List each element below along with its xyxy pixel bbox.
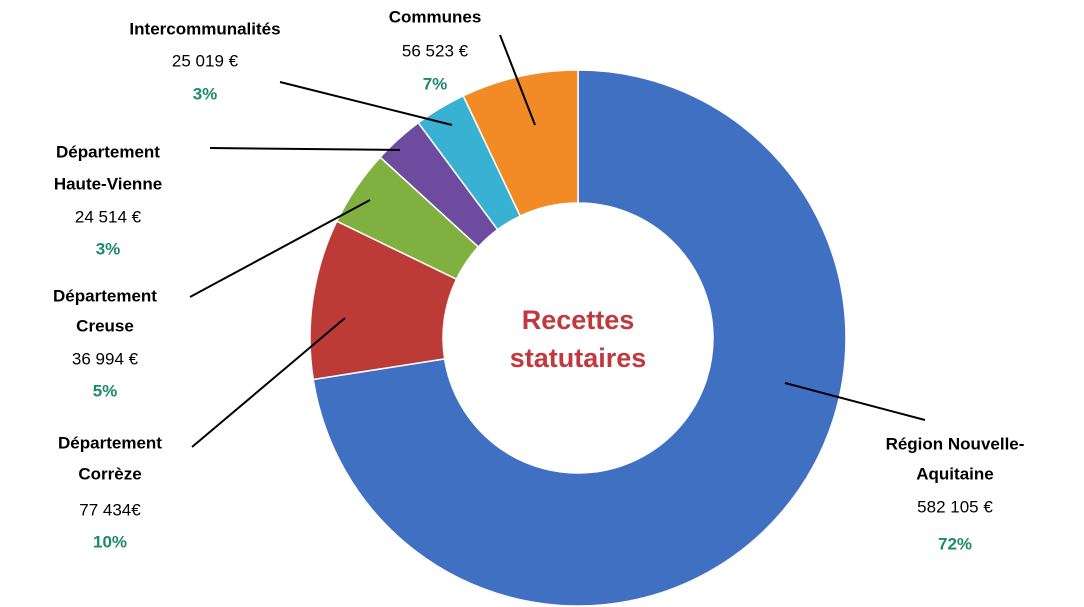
value-label: 582 105 € (917, 497, 993, 516)
percent-label: 10% (93, 532, 127, 551)
slice-label: Département (56, 142, 160, 161)
value-label: 25 019 € (172, 51, 239, 70)
value-label: 56 523 € (402, 41, 469, 60)
percent-label: 7% (423, 74, 448, 93)
slice-label: Région Nouvelle- (886, 434, 1025, 453)
slice-label: Aquitaine (916, 464, 993, 483)
percent-label: 3% (193, 84, 218, 103)
slice-label: Département (53, 286, 157, 305)
percent-label: 72% (938, 534, 972, 553)
leader-line (189, 199, 371, 298)
value-label: 36 994 € (72, 349, 139, 368)
donut-slice (462, 69, 579, 218)
leader-line (784, 382, 926, 421)
center-label: statutaires (510, 343, 647, 373)
leader-line (191, 317, 346, 448)
leader-line (279, 81, 453, 126)
slice-label: Creuse (76, 316, 134, 335)
slice-label: Département (58, 433, 162, 452)
donut-slice (312, 69, 847, 607)
slice-label: Corrèze (78, 464, 141, 483)
slice-label: Intercommunalités (129, 19, 280, 38)
percent-label: 3% (96, 239, 121, 258)
value-label: 77 434€ (79, 500, 141, 519)
leader-line (499, 34, 536, 126)
value-label: 24 514 € (75, 207, 142, 226)
percent-label: 5% (93, 381, 118, 400)
slice-label: Communes (389, 7, 482, 26)
slice-label: Haute-Vienne (54, 174, 162, 193)
leader-line (209, 147, 401, 151)
center-label: Recettes (522, 305, 635, 335)
